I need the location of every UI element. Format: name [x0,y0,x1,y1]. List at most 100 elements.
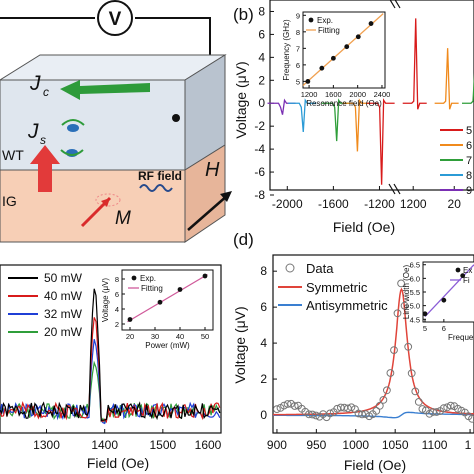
y-tick-label: 0 [260,408,267,422]
voltmeter-label: V [109,9,122,30]
inset-y-tick-label: 6.5 [410,261,420,270]
spin-icon [60,119,85,157]
x-tick-label: 1200 [400,197,427,211]
data-point [446,401,455,410]
data-point [414,398,423,406]
inset-x-tick-label: 30 [151,332,159,341]
series-line-positive [434,48,459,110]
inset-y-tick-label: 4 [115,305,119,314]
legend-marker [285,263,295,273]
bottom-layer-front [0,169,186,243]
data-point [404,342,413,351]
legend-label: 5 [466,125,472,137]
legend-label: 9 [466,185,472,197]
series-line-negative [288,98,317,132]
inset-x-tick-label: 6 [442,324,446,333]
data-point [453,404,462,413]
data-point [407,369,416,378]
contact-dot [172,114,180,122]
panel-b-frame [269,0,474,191]
data-point [393,309,402,318]
x-tick-label: 1300 [33,438,60,452]
data-point [308,410,317,419]
inset-data-point [441,297,447,303]
data-point [411,387,420,396]
inset-legend-label: Exp. [317,16,333,25]
inset-data-point [422,311,428,317]
legend-label: Data [306,261,334,276]
panel-b-xlabel: Field (Oe) [333,219,395,235]
legend-label: 7 [466,155,472,167]
legend-label: Antisymmetric [306,298,388,313]
legend-label: Symmetric [306,280,368,295]
y-tick-label: -8 [254,188,265,202]
inset-y-tick-label: 9 [296,11,300,20]
panel-d-chart: (d) Voltage (μV) Field (Oe) 0 2 4 6 8 900 950… [232,230,474,473]
inset-legend-label: Ex [463,266,472,275]
y-tick-label: 4 [260,336,267,350]
y-tick-label: 8 [258,4,265,18]
inset-x-tick-label: 40 [176,332,184,341]
inset-data-point [305,78,311,84]
inset-data-point [344,44,350,50]
inset-y-tick-label: 6.0 [410,274,420,283]
data-point [418,405,427,413]
inset-x-tick-label: 2400 [374,90,391,99]
series-line-positive [462,72,474,104]
legend-label: 6 [466,140,472,152]
y-tick-label: 2 [260,372,267,386]
panel-c-xlabel: Field (Oe) [87,455,149,471]
series-line-negative [366,98,395,185]
inset-ylabel: Frequency (GHz) [282,19,291,81]
precession-cone [95,193,121,207]
inset-y-tick-label: 5.5 [410,288,420,297]
h-arrowhead [220,191,232,202]
inset-fit-line [127,273,208,323]
rf-wave [139,184,173,192]
inset-data-point [460,273,466,279]
inset-y-tick-label: 5 [296,77,300,86]
y-tick-label: 2 [258,73,265,87]
x-tick-label: 1600 [195,438,222,452]
jc-subscript: c [43,85,49,99]
inset-xlabel: Freque [448,333,474,342]
x-tick-label: 1100 [422,438,448,452]
inset-data-point [355,34,361,40]
inset-x-tick-label: 50 [201,332,209,341]
legend-label: 20 mW [44,325,83,339]
data-point [273,405,281,414]
data-point [439,404,448,413]
jc-arrow [60,80,150,100]
panel-a-schematic: V J c J s WT IG M RF fiel [0,0,232,243]
inset-data-point [157,299,163,305]
inset-ylabel: Voltage (μV) [101,278,110,323]
x-tick-label: 1050 [382,438,409,452]
data-point [397,279,406,288]
y-tick-label: -4 [254,142,265,156]
data-point [400,301,409,310]
inset-x-tick-label: 20 [126,332,134,341]
inset-y-tick-label: 6 [115,290,119,299]
inset-legend-label: Fitting [318,26,340,35]
data-point [358,410,367,419]
y-tick-label: 8 [260,264,267,278]
panel-d-ylabel: Voltage (μV) [232,306,248,383]
data-point [390,346,398,355]
x-tick-label: 1400 [91,438,118,452]
inset-legend-label: Fitting [141,284,163,293]
inset-y-tick-label: 5.0 [410,302,420,311]
y-tick-label: 6 [258,27,265,41]
m-label: M [115,208,131,229]
inset-y-tick-label: 8 [296,28,300,37]
panel-b-label: (b) [233,5,254,24]
inset-data-point [368,21,374,26]
data-point [383,386,391,395]
rf-label: RF field [138,169,182,183]
legend-label: 8 [466,170,472,182]
x-tick-label: -2000 [272,197,303,211]
data-point [290,402,299,410]
y-tick-label: -6 [254,165,265,179]
inset-y-tick-label: 2 [115,320,119,329]
layer-top-label: WT [2,147,24,163]
